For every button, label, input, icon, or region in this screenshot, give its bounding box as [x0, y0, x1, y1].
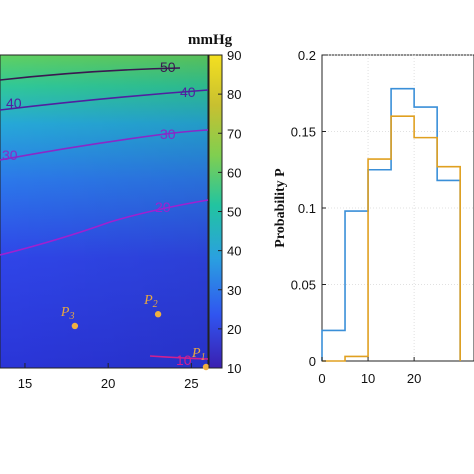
colorbar: mmHg 10 20 30 40 50 60 70 80 90: [188, 32, 241, 376]
histogram-y-tick-label: 0: [309, 354, 316, 369]
heatmap-shade: [0, 55, 208, 368]
histogram-series-2-line: [322, 115, 461, 362]
colorbar-tick-label: 10: [227, 361, 241, 376]
contour-label-30: 30: [160, 126, 176, 142]
heatmap-x-tick-label: 20: [101, 376, 115, 391]
point-label-p2: P2: [143, 293, 158, 310]
histogram-y-tick-label: 0.2: [298, 48, 316, 63]
contour-line-10: [149, 355, 209, 360]
colorbar-ticks: 10 20 30 40 50 60 70 80 90: [218, 48, 241, 376]
heatmap-x-tick-label: 25: [184, 376, 198, 391]
contour-label-20: 20: [155, 199, 171, 215]
contour-line-30: [0, 129, 209, 161]
point-p3: [71, 322, 79, 330]
contour-label-30-left: 30: [2, 147, 18, 163]
heatmap-x-ticks: 15 20 25: [18, 363, 199, 391]
contour-line-40: [0, 89, 209, 111]
colorbar-tick-label: 80: [227, 87, 241, 102]
point-p2: [154, 311, 162, 318]
contour-line-50: [0, 67, 181, 81]
histogram-y-tick-label: 0.05: [291, 278, 316, 293]
histogram-x-tick-label: 10: [361, 371, 375, 386]
histogram-series: [321, 87, 461, 362]
point-label-p3: P3: [60, 305, 75, 322]
contour-label-40-left: 40: [6, 95, 22, 111]
colorbar-tick-label: 30: [227, 283, 241, 298]
heatmap-x-tick-label: 15: [18, 376, 32, 391]
colorbar-tick-label: 60: [227, 165, 241, 180]
histogram-y-ticks: 0 0.05 0.1 0.15 0.2: [291, 48, 326, 369]
point-label-p1: P1: [191, 346, 206, 363]
histogram-y-tick-label: 0.1: [298, 201, 316, 216]
heatmap-frame: [0, 54, 209, 369]
contour-line-20: [0, 199, 209, 256]
contour-label-10: 10: [176, 352, 192, 368]
contour-label-40: 40: [180, 84, 196, 100]
colorbar-tick-label: 50: [227, 205, 241, 220]
colorbar-tick-label: 70: [227, 126, 241, 141]
colorbar-tick-label: 90: [227, 48, 241, 63]
histogram-y-tick-label: 0.15: [291, 125, 316, 140]
histogram-x-tick-label: 20: [407, 371, 421, 386]
histogram-panel: 0 0.05 0.1 0.15 0.2 0 10 20 Probability P: [273, 48, 474, 386]
marked-points: P1 P2 P3: [60, 293, 210, 371]
colorbar-tick-label: 20: [227, 322, 241, 337]
histogram-x-ticks: 0 10 20: [318, 357, 421, 386]
histogram-x-tick-label: 0: [318, 371, 325, 386]
histogram-y-axis-label: Probability P: [273, 168, 288, 248]
point-p1: [202, 363, 210, 371]
colorbar-tick-label: 40: [227, 244, 241, 259]
colorbar-unit-label: mmHg: [188, 32, 233, 48]
contour-label-50: 50: [160, 59, 176, 75]
